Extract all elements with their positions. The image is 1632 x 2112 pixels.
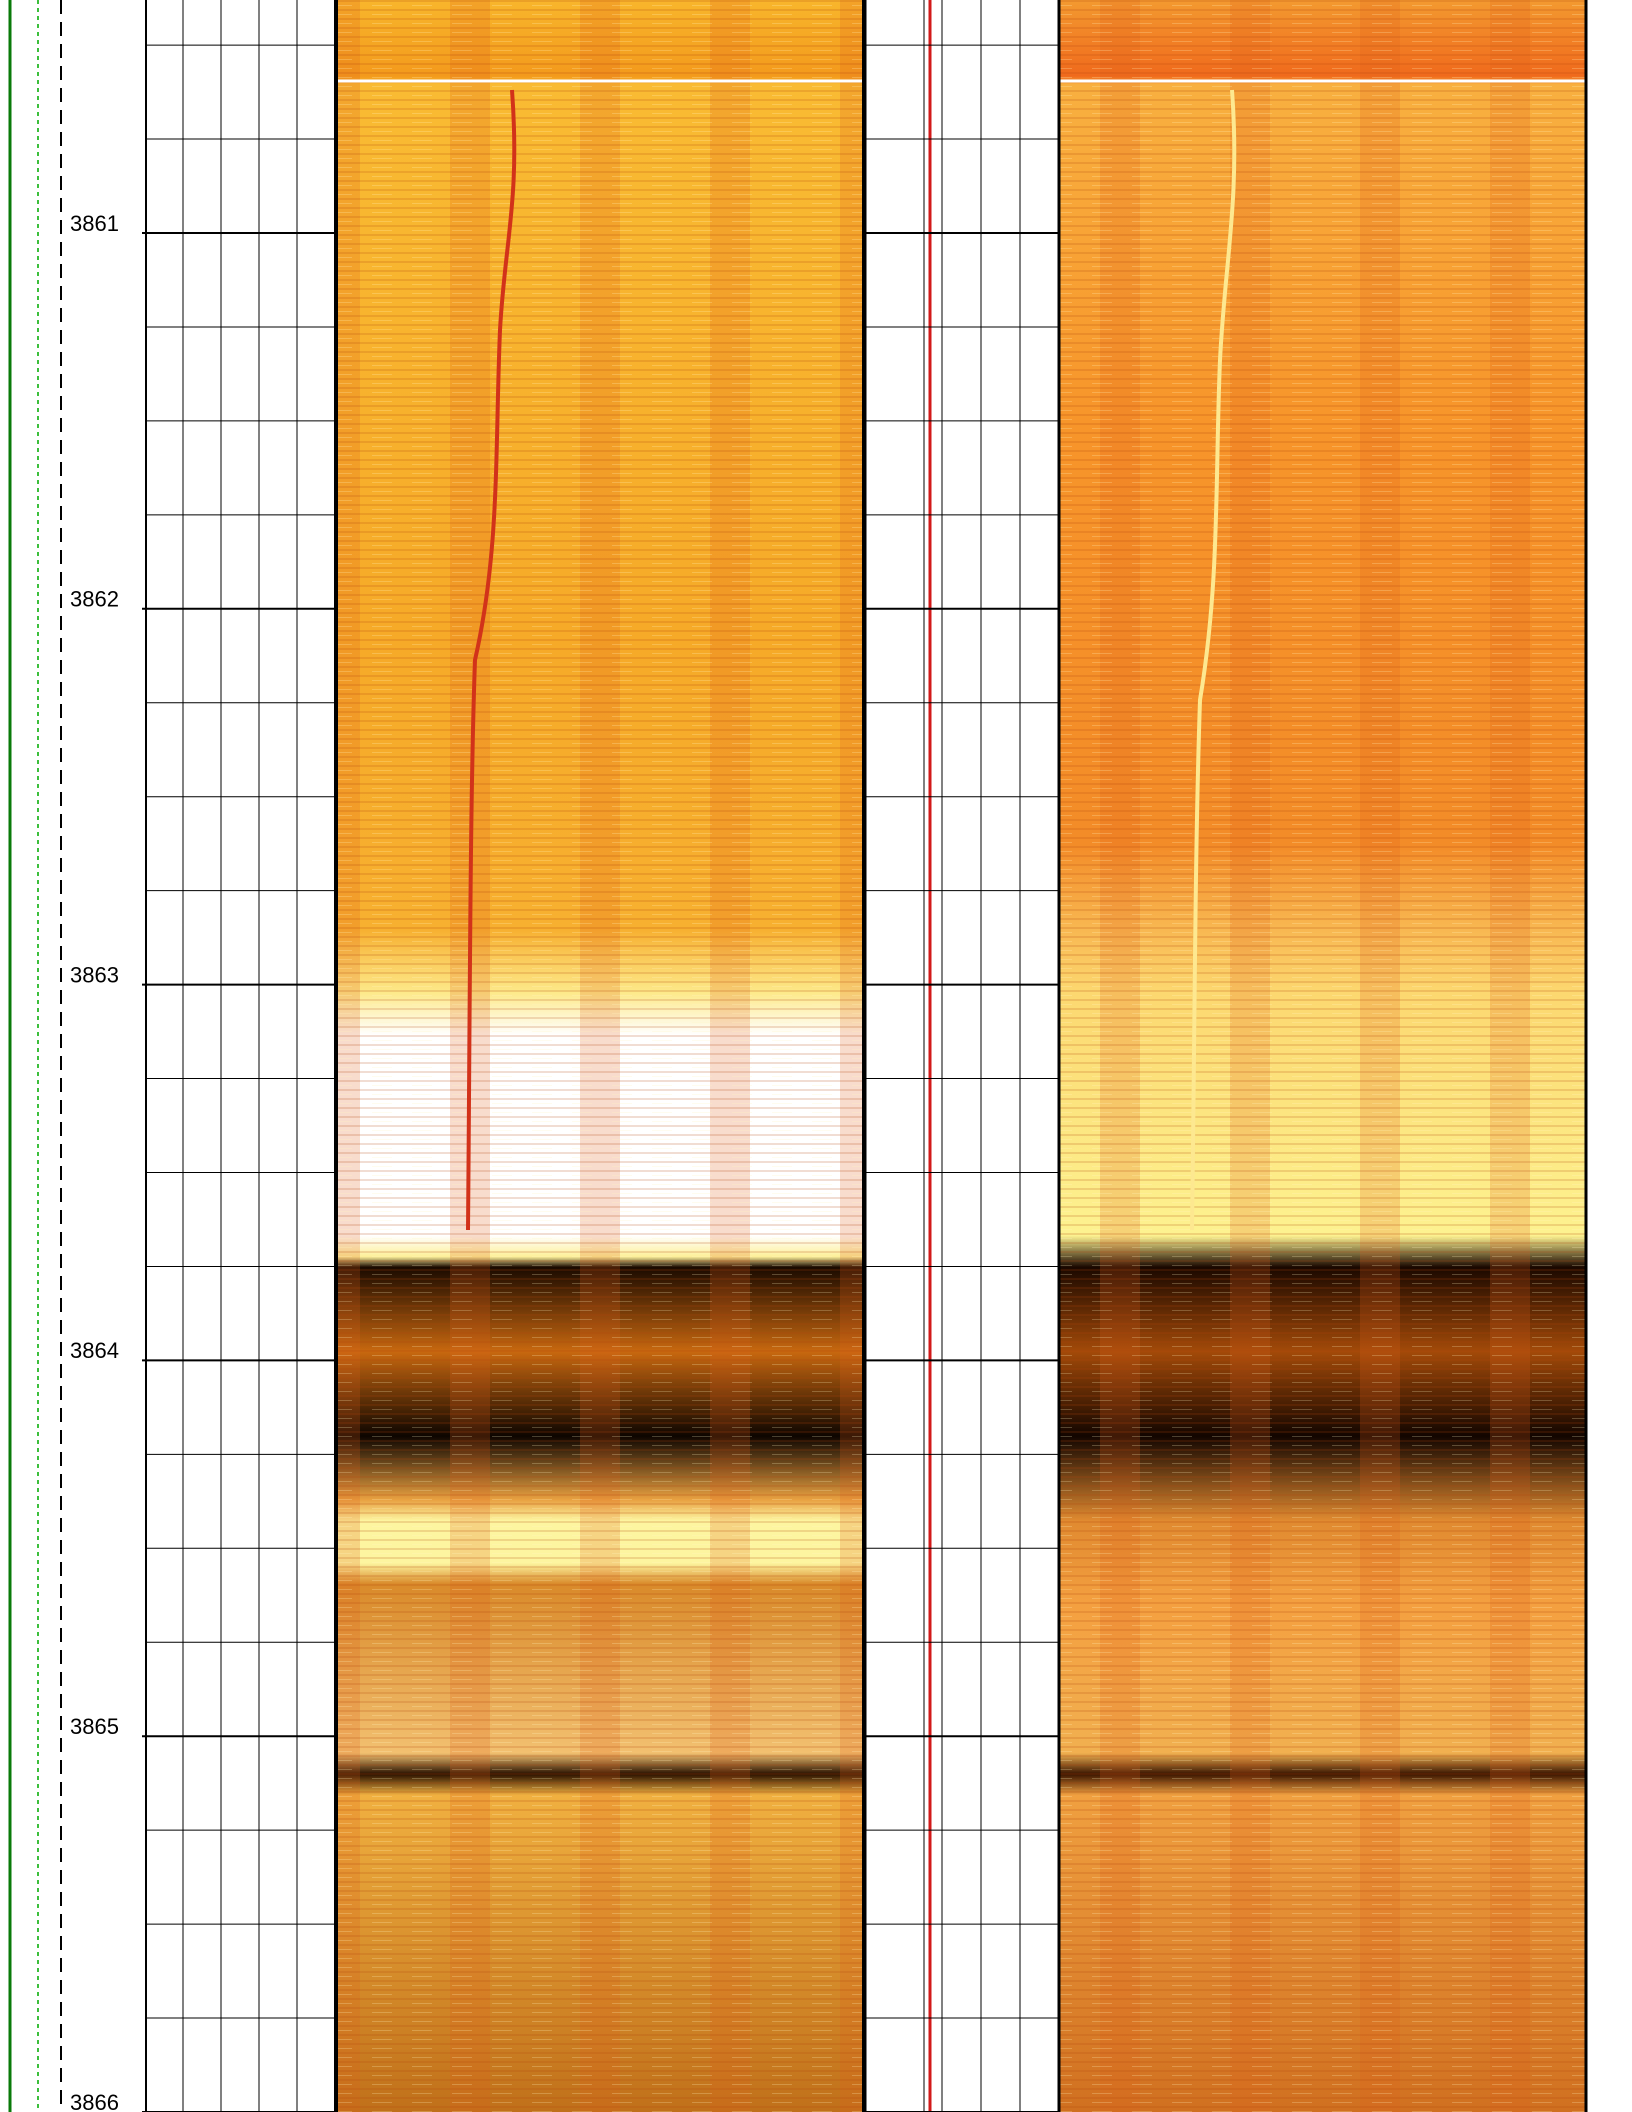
fracture-trace (1190, 89, 1237, 1231)
tracks (8, 0, 1585, 2112)
depth-label: 3861 (70, 211, 119, 236)
frame (145, 0, 1588, 2112)
image-texture (1060, 0, 1585, 2112)
depth-label: 3866 (70, 2090, 119, 2112)
image-texture (337, 0, 863, 2112)
depth-label: 3864 (70, 1338, 119, 1363)
depth-label: 3862 (70, 587, 119, 612)
fracture-trace (466, 89, 517, 1231)
depth-label: 3865 (70, 1714, 119, 1739)
depth-label: 3863 (70, 962, 119, 987)
